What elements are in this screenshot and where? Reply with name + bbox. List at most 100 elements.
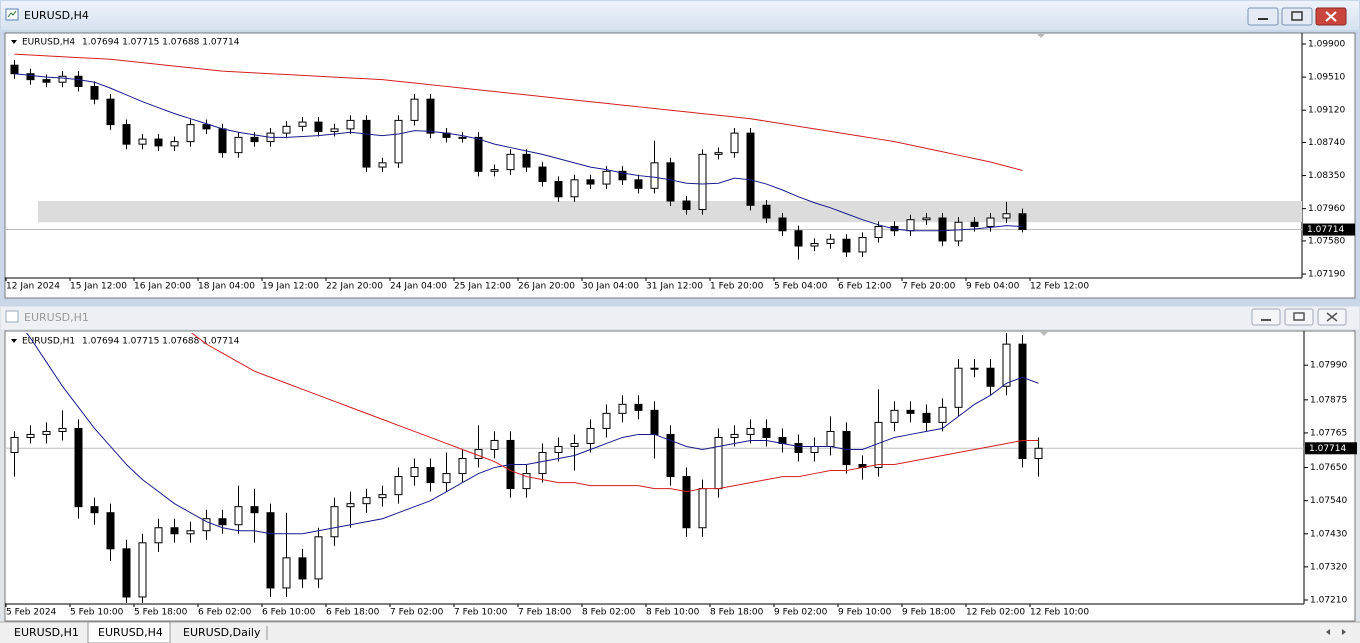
candle-body [1034, 447, 1043, 460]
candle-body [154, 527, 163, 544]
candle-body [106, 98, 115, 126]
moving-average [25, 333, 1039, 535]
candle-body [714, 436, 723, 490]
chart-quote: 1.07694 1.07715 1.07688 1.07714 [82, 337, 240, 347]
y-tick-label: 1.09900 [1308, 39, 1345, 49]
candle-body [682, 200, 691, 211]
minimize-button[interactable] [1251, 308, 1281, 326]
candle-body [426, 467, 435, 484]
candle-body [234, 506, 243, 526]
candle-body [986, 217, 995, 227]
candle-body [314, 536, 323, 580]
tab[interactable]: EURUSD,H1 [14, 626, 79, 639]
candle-body [346, 503, 355, 508]
x-tick-label: 1 Feb 20:00 [710, 282, 764, 292]
moving-average [14, 73, 1023, 232]
window-title: EURUSD,H1 [24, 311, 89, 324]
restore-button[interactable] [1284, 308, 1314, 326]
candle-body [410, 98, 419, 121]
x-tick-label: 5 Feb 18:00 [134, 608, 188, 618]
x-tick-label: 24 Jan 04:00 [390, 282, 447, 292]
candle-body [458, 136, 467, 139]
x-tick-label: 30 Jan 04:00 [582, 282, 639, 292]
last-price-box [1305, 442, 1357, 455]
candle-body [538, 166, 547, 183]
x-tick-label: 8 Feb 02:00 [582, 608, 636, 618]
plot [6, 53, 1302, 260]
candle-body [826, 430, 835, 447]
candle-body [122, 124, 131, 145]
shift-marker [1040, 332, 1048, 336]
x-tick-label: 7 Feb 10:00 [454, 608, 508, 618]
candle-body [762, 204, 771, 219]
candle-body [938, 406, 947, 423]
chart-symbol: EURUSD,H1 [22, 337, 75, 347]
x-tick-label: 7 Feb 02:00 [390, 608, 444, 618]
candle-body [618, 403, 627, 414]
last-price-label: 1.07714 [1307, 225, 1344, 235]
candle-body [698, 488, 707, 529]
candle-body [250, 506, 259, 514]
y-tick-label: 1.07875 [1310, 395, 1347, 405]
candle-body [362, 119, 371, 168]
close-glyph [1325, 11, 1337, 22]
candle-body [266, 512, 275, 589]
x-tick-label: 12 Feb 12:00 [1030, 282, 1089, 292]
restore-button[interactable] [1281, 7, 1313, 26]
x-tick-label: 22 Jan 20:00 [326, 282, 383, 292]
tab[interactable]: EURUSD,H4 [98, 626, 163, 639]
candle-body [346, 119, 355, 130]
shift-marker [1037, 34, 1045, 38]
candle-body [842, 238, 851, 253]
y-tick-label: 1.07580 [1308, 236, 1345, 246]
candle-body [826, 238, 835, 244]
moving-average [14, 53, 1023, 171]
y-tick-label: 1.07650 [1310, 463, 1347, 473]
candle-body [330, 506, 339, 538]
candle-body [26, 433, 35, 438]
candle-body [1002, 213, 1011, 219]
candle-body [362, 497, 371, 505]
candle-body [634, 179, 643, 189]
restore-glyph [1293, 312, 1305, 321]
x-tick-label: 7 Feb 18:00 [518, 608, 572, 618]
candle-body [874, 225, 883, 239]
candle-body [10, 436, 19, 453]
candle-body [1002, 343, 1011, 387]
tab-active[interactable] [87, 621, 171, 643]
candle-body [698, 153, 707, 211]
candle-body [714, 152, 723, 155]
chart-area [4, 330, 1356, 622]
menu-arrow[interactable] [11, 339, 17, 343]
candle-body [186, 530, 195, 535]
menu-arrow[interactable] [11, 40, 17, 44]
candle-body [794, 442, 803, 453]
tab[interactable]: EURUSD,Daily [183, 626, 261, 639]
candle-body [970, 367, 979, 370]
candle-body [42, 79, 51, 83]
moving-average [190, 333, 1039, 493]
tab-scroll[interactable] [1326, 629, 1346, 635]
minimize-button[interactable] [1247, 7, 1279, 26]
candle-body [170, 141, 179, 147]
candle-body [458, 458, 467, 475]
candle-body [602, 170, 611, 185]
window-icon-line [7, 10, 17, 18]
y-tick-label: 1.07960 [1308, 204, 1345, 214]
x-tick-label: 8 Feb 18:00 [710, 608, 764, 618]
x-tick-label: 31 Jan 12:00 [646, 282, 703, 292]
x-tick-label: 18 Jan 04:00 [198, 282, 255, 292]
candle-body [58, 75, 67, 83]
candle-body [474, 136, 483, 172]
candle-body [922, 412, 931, 423]
candle-body [906, 409, 915, 414]
candle-body [570, 179, 579, 198]
candle-body [106, 512, 115, 550]
candle-body [602, 412, 611, 429]
x-tick-label: 5 Feb 2024 [6, 608, 57, 618]
candle-body [522, 153, 531, 168]
x-tick-label: 9 Feb 02:00 [774, 608, 828, 618]
candle-body [394, 476, 403, 496]
x-tick-label: 16 Jan 20:00 [134, 282, 191, 292]
